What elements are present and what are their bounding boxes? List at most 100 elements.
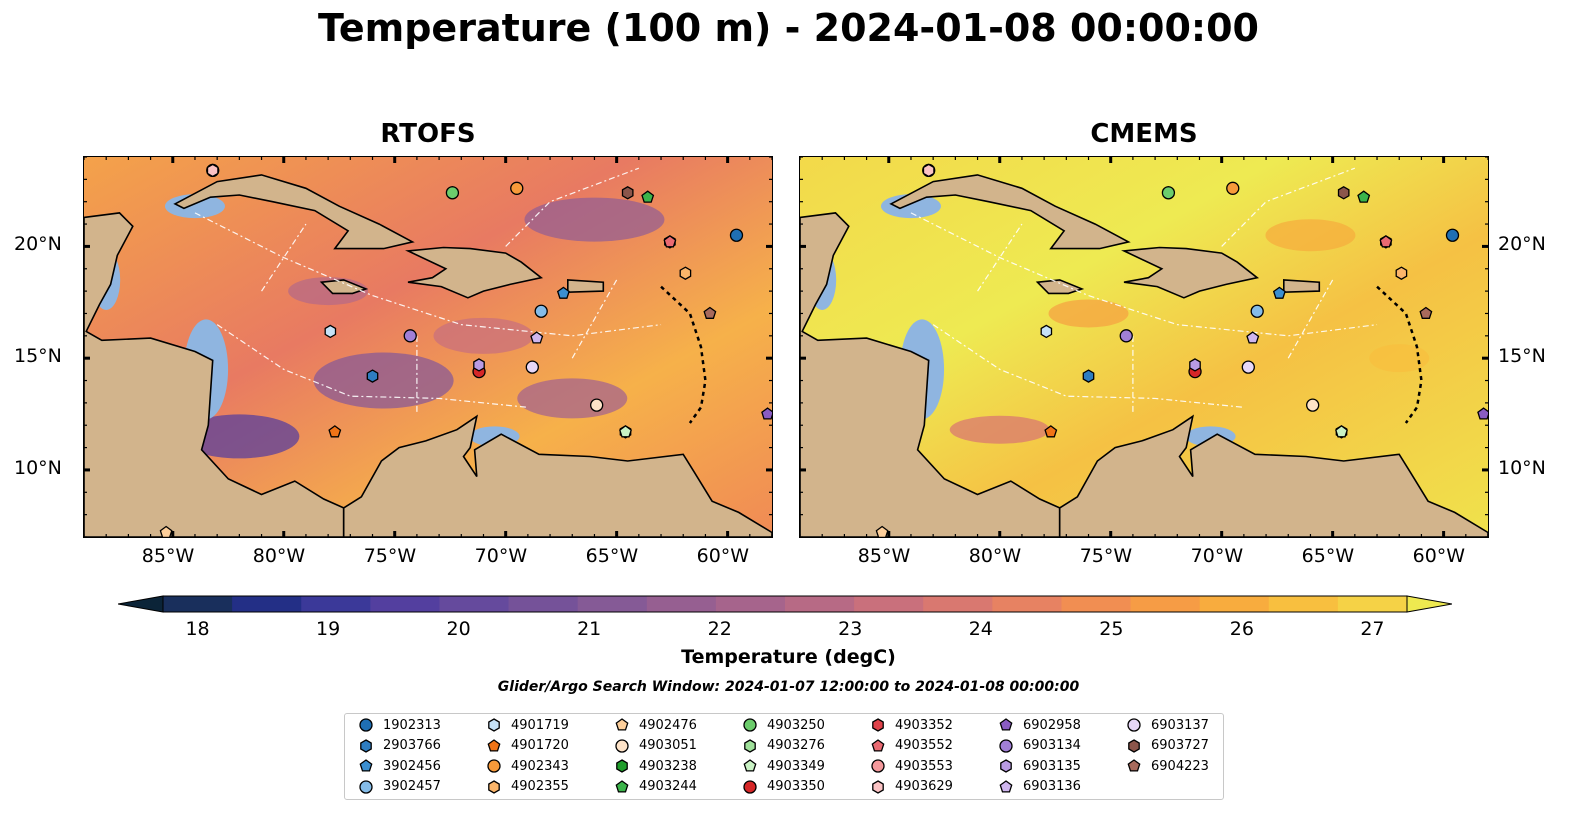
float-marker-4903552 (663, 235, 677, 248)
float-marker-6903727 (1337, 186, 1350, 200)
float-marker-4901720 (328, 425, 342, 438)
lesser-antilles (660, 285, 707, 424)
land-mass (319, 279, 369, 295)
legend-marker-6903727 (1128, 738, 1140, 753)
float-marker-6902958 (1477, 407, 1488, 420)
float-marker-4903629 (206, 163, 219, 178)
legend-marker-4903629 (872, 779, 884, 794)
colorbar-tick-label: 22 (707, 618, 732, 640)
x-tick-label: 85°W (857, 545, 911, 567)
x-tick-label: 75°W (363, 545, 417, 567)
legend-marker-4902355 (488, 779, 500, 794)
legend-label: 6903137 (1151, 717, 1209, 733)
float-marker-4902343 (510, 181, 524, 195)
panel-title-rtofs: RTOFS (380, 119, 476, 149)
pentagon-marker-icon (615, 779, 629, 793)
colorbar-band (1199, 596, 1270, 612)
legend-item-3902456: 3902456 (358, 756, 441, 776)
float-marker-3902456 (1272, 286, 1286, 299)
map-panel-rtofs[interactable] (83, 156, 773, 538)
legend-marker-4903352 (872, 718, 884, 732)
float-marker-6903135 (473, 358, 485, 372)
legend-marker-6903136 (999, 779, 1013, 793)
float-marker-4903051 (1306, 398, 1320, 412)
legend-label: 4901720 (511, 738, 569, 753)
legend-label: 4902355 (511, 779, 569, 794)
legend-label: 4902343 (511, 758, 569, 774)
colorbar-tick-label: 18 (185, 618, 210, 640)
y-tick-label-left: 10°N (14, 456, 62, 479)
legend-label: 4903276 (767, 738, 825, 753)
legend-label: 3902457 (383, 779, 441, 794)
legend-item-4903350: 4903350 (742, 777, 825, 797)
hexagon-marker-icon (360, 738, 372, 753)
colorbar-extend-max (1406, 595, 1452, 613)
circle-marker-icon (999, 738, 1013, 753)
float-marker-4903244 (641, 190, 655, 203)
legend-label: 6902958 (1023, 717, 1081, 733)
colorbar-tick-label: 20 (446, 618, 471, 640)
float-marker-4903629 (922, 163, 935, 178)
colorbar-tick-label: 23 (838, 618, 863, 640)
y-tick-label-right: 15°N (1498, 345, 1546, 368)
land-mass (405, 246, 544, 299)
legend-label: 6903136 (1023, 779, 1081, 794)
hexagon-marker-icon (488, 779, 500, 794)
legend-label: 4903552 (895, 738, 953, 753)
legend-label: 6903727 (1151, 738, 1209, 753)
legend-marker-6902958 (999, 718, 1013, 731)
y-tick-label-left: 15°N (14, 345, 62, 368)
legend-label: 4903244 (639, 779, 697, 794)
colorbar-band (439, 596, 510, 612)
pentagon-marker-icon (487, 738, 501, 752)
legend-label: 4901719 (511, 717, 569, 733)
legend-item-4902355: 4902355 (486, 777, 569, 797)
float-marker-4903051 (590, 398, 604, 412)
legend-marker-6904223 (1127, 759, 1141, 772)
legend-item-3902457: 3902457 (358, 777, 441, 797)
pentagon-marker-icon (359, 759, 373, 772)
map-panel-cmems[interactable] (799, 156, 1489, 538)
legend-marker-4901719 (488, 718, 500, 732)
colorbar (118, 595, 1452, 613)
legend-item-1902313: 1902313 (358, 715, 441, 735)
legend-marker-6903137 (1127, 718, 1141, 732)
float-marker-6902958 (761, 407, 772, 420)
circle-marker-icon (1127, 718, 1141, 732)
legend-item-4902476: 4902476 (614, 715, 697, 735)
float-marker-6903136 (1246, 331, 1260, 344)
hexagon-marker-icon (488, 718, 500, 732)
circle-marker-icon (743, 718, 757, 732)
legend-item-6903137: 6903137 (1126, 715, 1209, 735)
float-marker-4903349 (619, 425, 632, 438)
legend-item-4903244: 4903244 (614, 777, 697, 797)
land-mass (173, 174, 415, 250)
temperature-anomaly (1369, 344, 1430, 373)
land-mass (566, 279, 605, 294)
colorbar-band (992, 596, 1062, 612)
colorbar-band (1061, 596, 1132, 612)
float-marker-4903349 (1335, 425, 1348, 438)
legend-marker-3902456 (359, 759, 373, 772)
circle-marker-icon (359, 779, 373, 794)
colorbar-tick-label: 21 (577, 618, 602, 640)
legend-item-4902343: 4902343 (486, 756, 569, 776)
pentagon-marker-icon (743, 759, 757, 772)
colorbar-band (577, 596, 648, 612)
legend-item-6903727: 6903727 (1126, 736, 1209, 756)
legend-label: 2903766 (383, 738, 441, 753)
circle-marker-icon (487, 759, 501, 773)
colorbar-band (1130, 596, 1201, 612)
legend-item-4903553: 4903553 (870, 756, 953, 776)
legend-marker-4903276 (744, 738, 756, 753)
float-marker-6903135 (1189, 358, 1201, 372)
temperature-anomaly (949, 415, 1050, 444)
legend-label: 4902476 (639, 717, 697, 733)
land-mass (1121, 246, 1260, 299)
circle-marker-icon (871, 759, 885, 773)
legend-marker-4903553 (871, 759, 885, 773)
float-marker-6903137 (1241, 360, 1255, 374)
boundary-line (932, 324, 1244, 408)
hexagon-marker-icon (1128, 738, 1140, 753)
colorbar-extend-min (118, 595, 164, 613)
